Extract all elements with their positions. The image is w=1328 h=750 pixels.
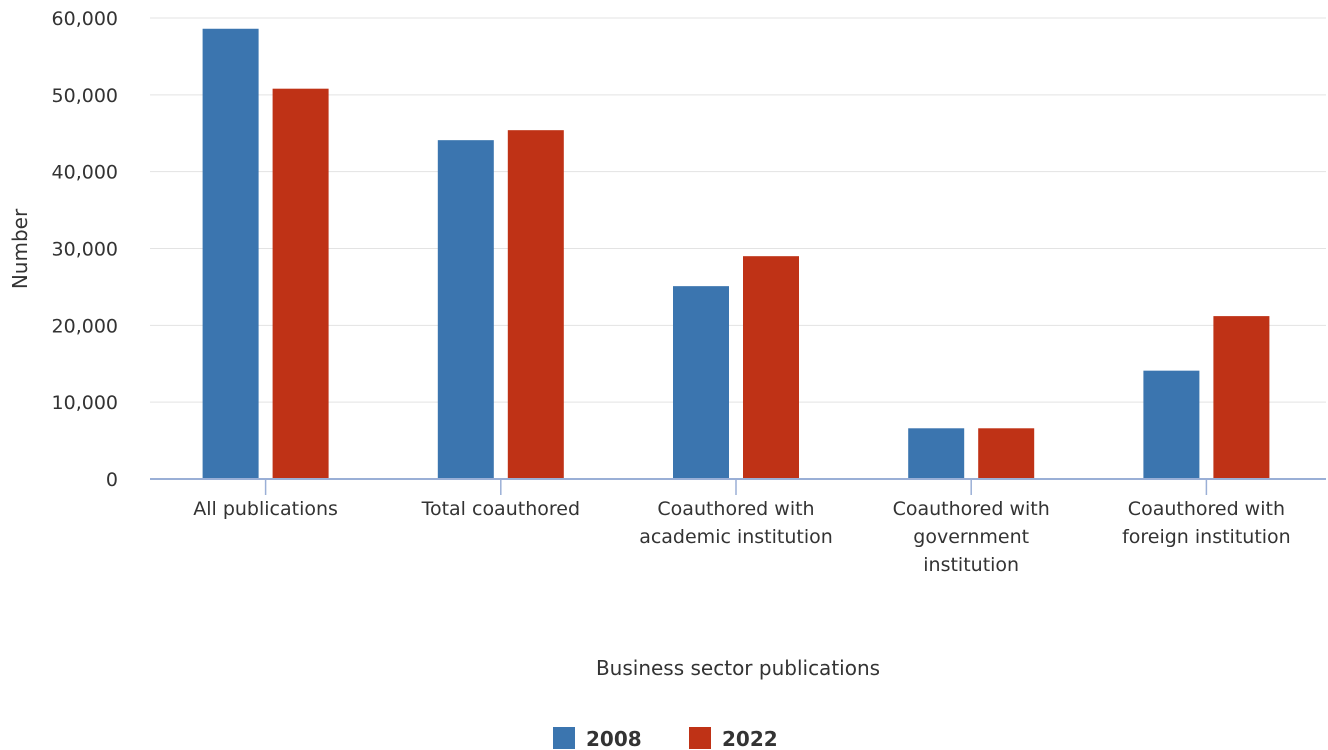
x-category-label-line: Coauthored with (657, 498, 814, 520)
legend: 2008 2022 (553, 727, 778, 750)
bar-2008-1[interactable] (437, 140, 494, 480)
y-tick-label: 60,000 (52, 8, 118, 30)
bar-2022-0[interactable] (272, 88, 329, 479)
x-category-label-line: Coauthored with (893, 498, 1050, 520)
y-tick-label: 20,000 (52, 315, 118, 337)
y-axis-tick-labels: 0 10,000 20,000 30,000 40,000 50,000 60,000 (52, 8, 118, 491)
legend-label-2022: 2022 (722, 727, 778, 750)
x-category-label: All publications (193, 498, 338, 520)
x-category-label-line: Coauthored with (1128, 498, 1285, 520)
y-axis-title: Number (8, 208, 32, 289)
y-tick-label: 40,000 (52, 162, 118, 184)
gridlines (150, 17, 1326, 403)
x-category-label-line: government (913, 526, 1029, 548)
bar-2008-0[interactable] (202, 28, 259, 480)
x-category-label-line: academic institution (639, 526, 833, 548)
bar-2022-4[interactable] (1213, 316, 1270, 479)
x-axis-ticks (264, 479, 1208, 495)
x-category-label: Coauthored with foreign institution (1122, 498, 1291, 548)
legend-item-2008[interactable]: 2008 (553, 727, 642, 750)
x-category-label-line: foreign institution (1122, 526, 1291, 548)
y-tick-label: 10,000 (52, 392, 118, 414)
bar-2008-2[interactable] (673, 286, 729, 479)
bar-2022-1[interactable] (507, 130, 564, 479)
x-category-label-line: All publications (193, 498, 338, 520)
x-category-label-line: institution (923, 554, 1019, 576)
legend-item-2022[interactable]: 2022 (689, 727, 778, 750)
bar-2022-3[interactable] (978, 428, 1035, 479)
y-tick-label: 30,000 (52, 239, 118, 261)
y-tick-label: 0 (106, 469, 118, 491)
x-category-label: Total coauthored (421, 498, 580, 520)
x-axis-category-labels: All publications Total coauthored Coauthor… (193, 498, 1290, 576)
legend-label-2008: 2008 (586, 727, 642, 750)
legend-swatch-2022 (689, 727, 711, 749)
x-category-label-line: Total coauthored (421, 498, 580, 520)
x-axis-title: Business sector publications (596, 656, 880, 680)
x-category-label: Coauthored with government institution (893, 498, 1050, 576)
bars (202, 28, 1270, 480)
bar-2008-3[interactable] (908, 428, 965, 479)
bar-2008-4[interactable] (1143, 370, 1200, 479)
legend-swatch-2008 (553, 727, 575, 749)
x-category-label: Coauthored with academic institution (639, 498, 833, 548)
y-tick-label: 50,000 (52, 85, 118, 107)
bar-2022-2[interactable] (743, 256, 799, 479)
